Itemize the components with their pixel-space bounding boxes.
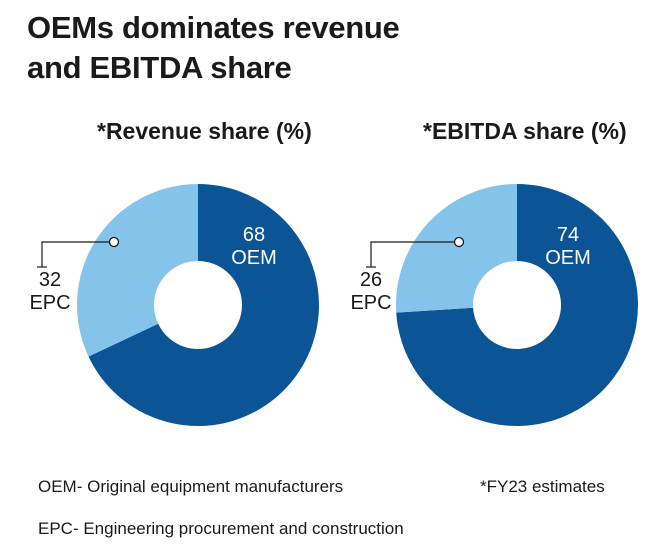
- revenue-chart-title: *Revenue share (%): [97, 118, 312, 144]
- revenue-slice-epc: [76, 184, 198, 357]
- revenue-slice-oem: [88, 184, 319, 426]
- ebitda-label-epc: 26 EPC: [350, 269, 391, 314]
- ebitda-slice-oem: [396, 184, 638, 426]
- footnote-oem: OEM- Original equipment manufacturers: [38, 477, 344, 496]
- revenue-label-oem: 68 OEM: [231, 224, 277, 269]
- revenue-leader-dot: [108, 236, 120, 248]
- ebitda-oem-name: OEM: [545, 247, 591, 269]
- revenue-epc-value: 32: [39, 269, 61, 291]
- revenue-leader-line: [41, 241, 114, 267]
- ebitda-label-oem: 74 OEM: [545, 224, 591, 269]
- footnote-epc: EPC- Engineering procurement and constru…: [38, 519, 404, 538]
- ebitda-chart-title: *EBITDA share (%): [423, 118, 627, 144]
- footnote-estimates: *FY23 estimates: [480, 477, 605, 496]
- revenue-label-epc: 32 EPC: [29, 269, 70, 314]
- ebitda-oem-value: 74: [557, 224, 579, 246]
- revenue-epc-name: EPC: [29, 292, 70, 314]
- ebitda-leader-line: [370, 241, 459, 267]
- chart-main-title: OEMs dominates revenue and EBITDA share: [27, 10, 400, 85]
- revenue-oem-value: 68: [243, 224, 265, 246]
- ebitda-epc-name: EPC: [350, 292, 391, 314]
- ebitda-slice-epc: [396, 184, 517, 313]
- revenue-oem-name: OEM: [231, 247, 277, 269]
- ebitda-epc-value: 26: [360, 269, 382, 291]
- ebitda-leader-dot: [453, 236, 465, 248]
